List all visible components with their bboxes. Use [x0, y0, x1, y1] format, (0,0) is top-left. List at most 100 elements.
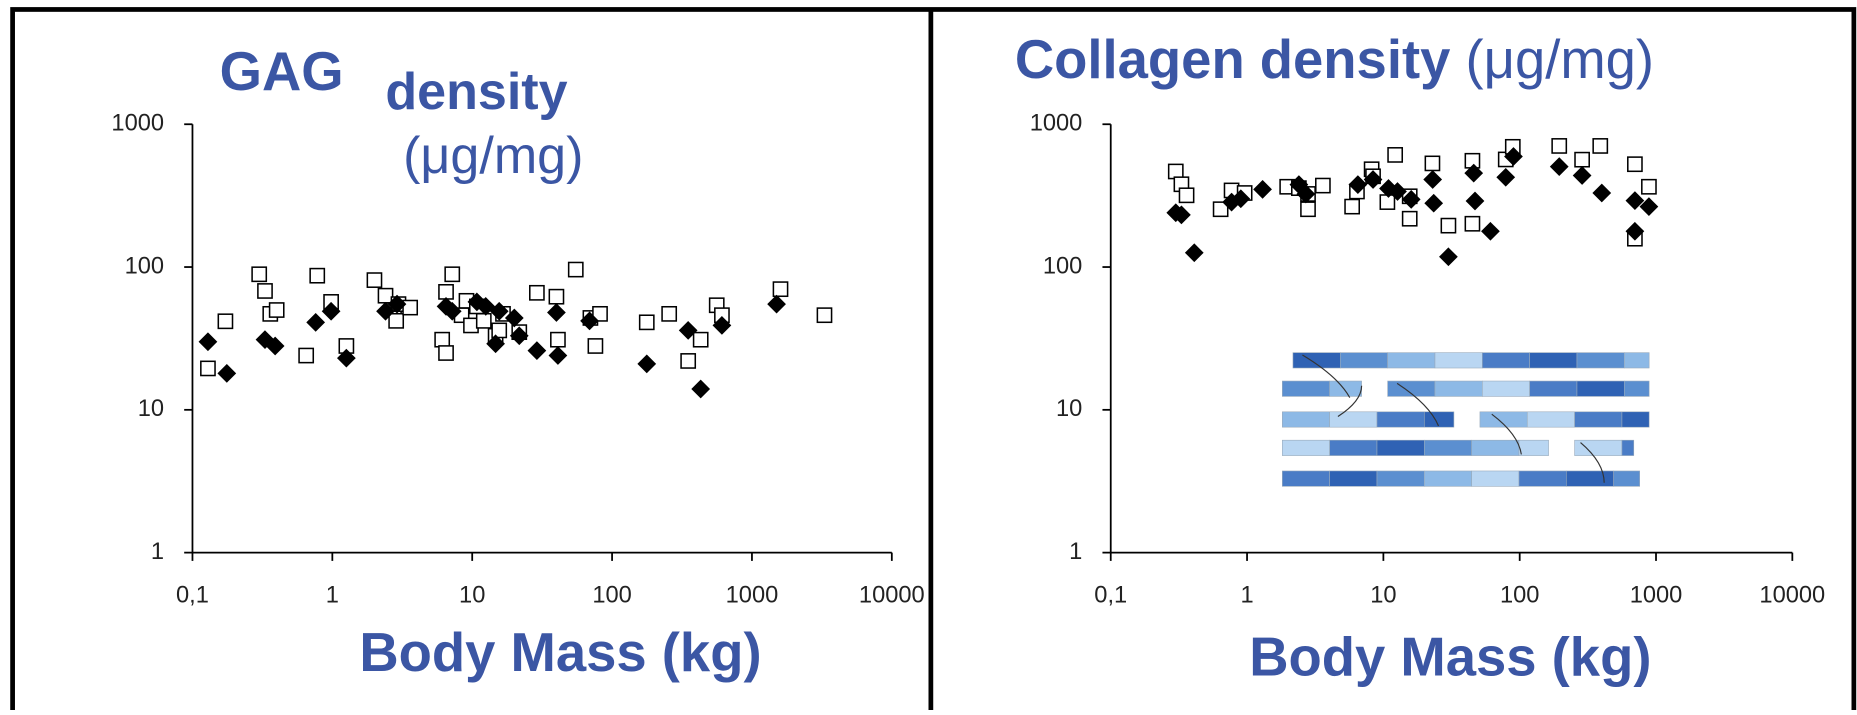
fibril-segment	[1424, 439, 1472, 456]
diamond-point	[504, 308, 524, 328]
diamond-point	[1388, 182, 1407, 201]
diamond-point	[1504, 147, 1523, 166]
fibril-segment	[1282, 470, 1330, 487]
diamond-point	[1348, 175, 1368, 194]
square-point	[1574, 151, 1590, 168]
diamond-point	[1572, 166, 1592, 185]
fibril-segment	[1613, 470, 1640, 487]
square-point	[402, 299, 419, 316]
diamond-point	[486, 334, 505, 354]
diamond-point	[1464, 163, 1484, 183]
diamond-point	[1549, 157, 1569, 176]
diamond-point	[509, 326, 529, 346]
fibril-segment	[1526, 411, 1575, 428]
square-point	[1315, 177, 1331, 194]
fibril-segment	[1329, 380, 1362, 397]
square-point	[1551, 138, 1568, 154]
x-tick-label: 1000	[726, 583, 779, 609]
square-point	[1178, 187, 1195, 204]
square-point	[1300, 201, 1316, 218]
title-main: GAG	[220, 41, 344, 102]
fibril-segment	[1329, 470, 1378, 487]
square-point	[298, 347, 315, 364]
fibril-segment	[1329, 439, 1378, 456]
square-point	[550, 331, 566, 348]
diamond-point	[337, 348, 356, 368]
square-point	[434, 331, 451, 348]
x-tick-label: 10000	[859, 583, 925, 609]
diamond-point	[1184, 243, 1204, 263]
square-point	[1641, 178, 1657, 195]
square-point	[1592, 138, 1609, 154]
square-point	[1424, 155, 1441, 172]
fibril-segment	[1529, 380, 1578, 397]
fibril-segment	[1434, 352, 1483, 369]
square-point	[257, 283, 273, 299]
diamond-point	[527, 341, 547, 360]
square-point	[366, 272, 383, 288]
x-tick-label: 0,1	[176, 583, 209, 609]
diamond-point	[548, 346, 568, 365]
title-sub: density	[385, 63, 567, 121]
fibril-segment	[1574, 439, 1623, 456]
diamond-point	[1363, 170, 1383, 189]
diamond-point	[1231, 189, 1251, 209]
fibril-segment	[1624, 380, 1650, 397]
fibril-segment	[1621, 439, 1635, 456]
diamond-point	[1172, 205, 1191, 225]
fibril-segment	[1471, 439, 1520, 456]
square-point	[1387, 147, 1404, 163]
fibril-segment	[1376, 470, 1425, 487]
fibril-segment	[1387, 352, 1436, 369]
diamond-point	[1625, 191, 1645, 210]
diamond-point	[265, 336, 285, 356]
crosslink	[1302, 354, 1351, 398]
square-point	[388, 312, 405, 329]
diamond-point	[1496, 167, 1516, 187]
y-tick-label: 1	[1069, 539, 1082, 565]
y-tick-label: 1000	[1030, 111, 1083, 137]
y-tick-label: 100	[125, 253, 164, 279]
title-unit: (μg/mg)	[1465, 29, 1654, 90]
fibril-segment	[1518, 439, 1549, 456]
diamond-point	[1439, 247, 1458, 267]
frame	[10, 7, 1857, 715]
crosslink	[1580, 442, 1605, 483]
square-point	[587, 338, 604, 354]
fibril-segment	[1424, 470, 1472, 487]
diamond-point	[321, 301, 341, 321]
square-point	[1379, 194, 1396, 210]
diamond-point	[580, 311, 599, 331]
square-point	[529, 284, 545, 301]
y-tick-label: 100	[1043, 253, 1082, 279]
square-point	[251, 266, 268, 283]
diamond-point	[489, 301, 509, 321]
fibril-segment	[1529, 352, 1578, 369]
fibril-segment	[1424, 411, 1455, 428]
x-tick-label: 100	[592, 583, 631, 609]
square-point	[1464, 215, 1481, 232]
fibril-segment	[1282, 411, 1330, 428]
square-point	[309, 267, 326, 284]
diamond-point	[387, 294, 407, 314]
diamond-point	[442, 301, 462, 321]
square-point	[377, 287, 394, 304]
diamond-point	[1401, 189, 1421, 209]
fibril-segment	[1340, 352, 1388, 369]
fibril-segment	[1471, 470, 1520, 487]
fibril-segment	[1482, 352, 1530, 369]
fibril-segment	[1434, 380, 1483, 397]
fibril-segment	[1292, 352, 1341, 369]
square-point	[772, 281, 789, 298]
diamond-point	[637, 354, 657, 374]
diamond-point	[1424, 193, 1444, 213]
x-tick-label: 10000	[1759, 583, 1825, 609]
square-point	[692, 331, 709, 348]
diamond-point	[217, 364, 237, 383]
x-tick-label: 10	[1370, 583, 1396, 609]
fibril-segment	[1376, 439, 1425, 456]
diamond-point	[198, 332, 218, 352]
y-tick-label: 10	[1056, 396, 1082, 422]
fibril-segment	[1576, 380, 1625, 397]
